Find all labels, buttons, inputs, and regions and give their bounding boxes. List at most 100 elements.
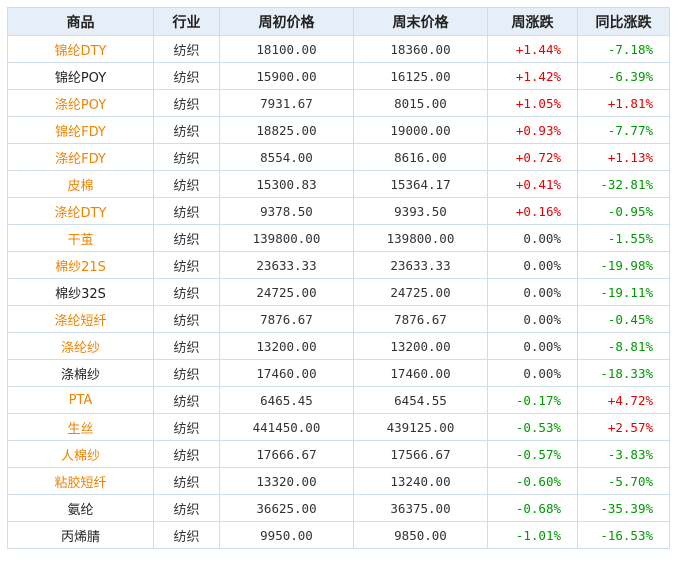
week-start-price-cell: 13200.00 [219, 332, 354, 360]
table-row: 锦纶DTY 纺织 18100.00 18360.00 +1.44% -7.18% [7, 35, 670, 63]
product-cell: PTA [7, 386, 154, 414]
yoy-change-cell: -18.33% [577, 359, 670, 387]
industry-cell: 纺织 [153, 386, 220, 414]
week-end-price-cell: 17566.67 [353, 440, 488, 468]
yoy-change-cell: -1.55% [577, 224, 670, 252]
week-end-price-cell: 13240.00 [353, 467, 488, 495]
weekly-change-cell: +1.42% [487, 62, 578, 90]
week-end-price-cell: 24725.00 [353, 278, 488, 306]
header-yoy-change: 同比涨跌 [577, 7, 670, 36]
industry-cell: 纺织 [153, 224, 220, 252]
product-link[interactable]: 干茧 [67, 232, 94, 248]
header-row: 商品 行业 周初价格 周末价格 周涨跌 同比涨跌 [7, 7, 670, 36]
weekly-change-cell: +1.44% [487, 35, 578, 63]
product-cell: 人棉纱 [7, 440, 154, 468]
yoy-change-cell: -19.11% [577, 278, 670, 306]
product-link[interactable]: 涤纶POY [54, 97, 107, 113]
yoy-change-cell: -6.39% [577, 62, 670, 90]
product-link[interactable]: 锦纶DTY [54, 43, 107, 59]
week-end-price-cell: 19000.00 [353, 116, 488, 144]
product-link[interactable]: 粘胶短纤 [54, 475, 107, 491]
table-row: 棉纱21S 纺织 23633.33 23633.33 0.00% -19.98% [7, 251, 670, 279]
week-start-price-cell: 6465.45 [219, 386, 354, 414]
weekly-change-cell: +0.72% [487, 143, 578, 171]
table-row: 涤纶FDY 纺织 8554.00 8616.00 +0.72% +1.13% [7, 143, 670, 171]
product-cell: 涤纶FDY [7, 143, 154, 171]
product-link[interactable]: 生丝 [67, 421, 94, 437]
product-link[interactable]: 锦纶FDY [55, 124, 106, 140]
week-start-price-cell: 36625.00 [219, 494, 354, 522]
industry-cell: 纺织 [153, 521, 220, 549]
table-row: 皮棉 纺织 15300.83 15364.17 +0.41% -32.81% [7, 170, 670, 198]
product-cell: 氨纶 [7, 494, 154, 522]
table-body: 锦纶DTY 纺织 18100.00 18360.00 +1.44% -7.18% 锦纶POY… [7, 35, 670, 549]
weekly-change-cell: +0.16% [487, 197, 578, 225]
product-link[interactable]: 涤纶FDY [55, 151, 106, 167]
header-industry: 行业 [153, 7, 220, 36]
industry-cell: 纺织 [153, 197, 220, 225]
product-cell: 生丝 [7, 413, 154, 441]
weekly-change-cell: 0.00% [487, 332, 578, 360]
week-start-price-cell: 18825.00 [219, 116, 354, 144]
yoy-change-cell: +1.81% [577, 89, 670, 117]
yoy-change-cell: -7.18% [577, 35, 670, 63]
week-end-price-cell: 7876.67 [353, 305, 488, 333]
product-cell: 粘胶短纤 [7, 467, 154, 495]
product-cell: 涤纶DTY [7, 197, 154, 225]
product-cell: 涤纶纱 [7, 332, 154, 360]
weekly-change-cell: -1.01% [487, 521, 578, 549]
week-start-price-cell: 15900.00 [219, 62, 354, 90]
header-weekly-change: 周涨跌 [487, 7, 578, 36]
industry-cell: 纺织 [153, 494, 220, 522]
industry-cell: 纺织 [153, 62, 220, 90]
weekly-change-cell: 0.00% [487, 359, 578, 387]
industry-cell: 纺织 [153, 170, 220, 198]
weekly-change-cell: -0.17% [487, 386, 578, 414]
header-product: 商品 [7, 7, 154, 36]
weekly-change-cell: 0.00% [487, 251, 578, 279]
table-header: 商品 行业 周初价格 周末价格 周涨跌 同比涨跌 [7, 7, 670, 36]
product-cell: 锦纶DTY [7, 35, 154, 63]
week-end-price-cell: 16125.00 [353, 62, 488, 90]
industry-cell: 纺织 [153, 305, 220, 333]
week-start-price-cell: 7931.67 [219, 89, 354, 117]
yoy-change-cell: -7.77% [577, 116, 670, 144]
weekly-change-cell: +0.93% [487, 116, 578, 144]
product-cell: 棉纱21S [7, 251, 154, 279]
yoy-change-cell: -3.83% [577, 440, 670, 468]
yoy-change-cell: +1.13% [577, 143, 670, 171]
product-link[interactable]: 涤纶DTY [54, 205, 107, 221]
table-row: 人棉纱 纺织 17666.67 17566.67 -0.57% -3.83% [7, 440, 670, 468]
table-row: 涤纶DTY 纺织 9378.50 9393.50 +0.16% -0.95% [7, 197, 670, 225]
product-cell: 丙烯腈 [7, 521, 154, 549]
weekly-change-cell: -0.53% [487, 413, 578, 441]
product-cell: 棉纱32S [7, 278, 154, 306]
product-link[interactable]: 皮棉 [67, 178, 94, 194]
week-start-price-cell: 15300.83 [219, 170, 354, 198]
week-start-price-cell: 24725.00 [219, 278, 354, 306]
product-link[interactable]: PTA [68, 392, 93, 408]
product-link[interactable]: 人棉纱 [60, 448, 100, 464]
industry-cell: 纺织 [153, 359, 220, 387]
product-link[interactable]: 涤纶纱 [60, 340, 100, 356]
table-row: 丙烯腈 纺织 9950.00 9850.00 -1.01% -16.53% [7, 521, 670, 549]
weekly-change-cell: -0.68% [487, 494, 578, 522]
week-end-price-cell: 23633.33 [353, 251, 488, 279]
week-end-price-cell: 9393.50 [353, 197, 488, 225]
week-end-price-cell: 9850.00 [353, 521, 488, 549]
yoy-change-cell: +4.72% [577, 386, 670, 414]
product-link[interactable]: 棉纱21S [55, 259, 106, 275]
week-start-price-cell: 7876.67 [219, 305, 354, 333]
industry-cell: 纺织 [153, 116, 220, 144]
table-row: PTA 纺织 6465.45 6454.55 -0.17% +4.72% [7, 386, 670, 414]
table-row: 涤纶纱 纺织 13200.00 13200.00 0.00% -8.81% [7, 332, 670, 360]
week-end-price-cell: 13200.00 [353, 332, 488, 360]
industry-cell: 纺织 [153, 89, 220, 117]
week-end-price-cell: 36375.00 [353, 494, 488, 522]
weekly-change-cell: +0.41% [487, 170, 578, 198]
week-start-price-cell: 17460.00 [219, 359, 354, 387]
week-start-price-cell: 139800.00 [219, 224, 354, 252]
yoy-change-cell: -32.81% [577, 170, 670, 198]
week-end-price-cell: 6454.55 [353, 386, 488, 414]
product-link[interactable]: 涤纶短纤 [54, 313, 107, 329]
